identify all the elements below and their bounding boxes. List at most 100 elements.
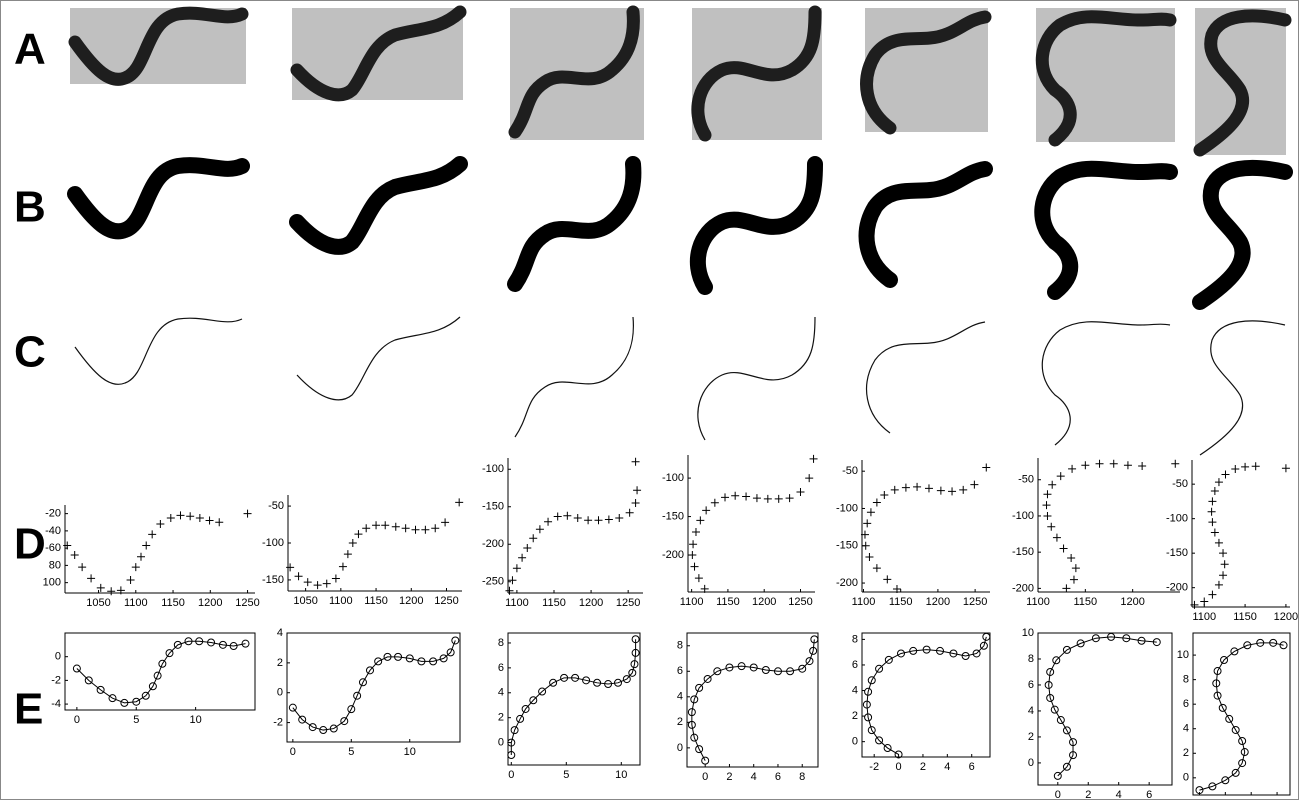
point: [1221, 560, 1229, 568]
point: [764, 495, 772, 503]
point: [339, 563, 347, 571]
y-tick-label: 0: [277, 687, 283, 699]
point: [286, 563, 294, 571]
point: [632, 499, 640, 507]
y-tick-label: -200: [662, 549, 684, 561]
point: [206, 517, 214, 525]
point: [970, 481, 978, 489]
x-tick-label: 1200: [926, 596, 950, 608]
y-tick-label: -150: [1012, 546, 1034, 558]
y-tick-label: -50: [1018, 474, 1034, 486]
line: [77, 641, 246, 703]
y-tick-label: -150: [1166, 547, 1188, 559]
y-tick-label: -150: [262, 574, 284, 586]
point: [344, 550, 352, 558]
point: [867, 508, 875, 516]
point: [1057, 472, 1065, 480]
point: [692, 528, 700, 536]
point: [304, 578, 312, 586]
point: [1208, 591, 1216, 599]
line: [1199, 643, 1283, 790]
point: [902, 484, 910, 492]
point: [880, 491, 888, 499]
x-tick-label: 8: [799, 771, 805, 783]
point: [1138, 462, 1146, 470]
y-tick-label: 10: [1177, 649, 1189, 661]
x-tick-label: 1150: [1233, 611, 1257, 623]
x-tick-label: 1250: [235, 597, 259, 609]
point: [1110, 460, 1118, 468]
y-tick-label: 4: [1183, 723, 1189, 735]
point: [1043, 512, 1051, 520]
y-tick-label: 0: [1183, 772, 1189, 784]
x-tick-label: 5: [348, 746, 354, 758]
point: [702, 506, 710, 514]
point: [1215, 581, 1223, 589]
point: [508, 576, 516, 584]
y-tick-label: -60: [45, 542, 61, 554]
point: [873, 564, 881, 572]
point: [71, 551, 79, 559]
y-tick-label: 100: [43, 577, 61, 589]
point: [863, 519, 871, 527]
y-tick-label: 2: [277, 657, 283, 669]
y-tick-label: 2: [677, 716, 683, 728]
x-tick-label: 0: [74, 714, 80, 726]
y-tick-label: -150: [482, 501, 504, 513]
x-tick-label: 5: [133, 714, 139, 726]
point: [594, 516, 602, 524]
y-tick-label: -50: [268, 500, 284, 512]
point: [626, 509, 634, 517]
point: [314, 581, 322, 589]
point: [505, 587, 513, 595]
point: [691, 563, 699, 571]
point: [1208, 508, 1216, 516]
x-tick-label: 1150: [1074, 596, 1098, 608]
y-tick-label: 0: [677, 742, 683, 754]
y-tick-label: -100: [662, 472, 684, 484]
point: [1124, 461, 1132, 469]
point: [574, 514, 582, 522]
point: [1096, 460, 1104, 468]
point: [1171, 460, 1179, 468]
point: [544, 518, 552, 526]
x-tick-label: 10: [615, 769, 627, 781]
point: [1081, 461, 1089, 469]
point: [354, 530, 362, 538]
y-tick-label: -100: [262, 537, 284, 549]
point: [332, 574, 340, 582]
point: [127, 576, 135, 584]
point: [862, 542, 870, 550]
x-tick-label: 1150: [161, 597, 185, 609]
x-tick-label: 10: [404, 746, 416, 758]
y-tick-label: 6: [1183, 698, 1189, 710]
point: [349, 539, 357, 547]
point: [186, 512, 194, 520]
y-tick-label: -40: [45, 525, 61, 537]
x-tick-label: 0: [1055, 789, 1061, 800]
x-tick-label: 1200: [579, 597, 603, 609]
y-tick-label: 8: [1028, 653, 1034, 665]
x-tick-label: 10: [190, 714, 202, 726]
point: [295, 572, 303, 580]
point: [518, 554, 526, 562]
point: [742, 493, 750, 501]
plot-frame: [287, 633, 460, 742]
point: [696, 516, 704, 524]
y-tick-label: 10: [1022, 627, 1034, 639]
y-tick-label: 2: [1183, 747, 1189, 759]
point: [865, 553, 873, 561]
point: [137, 553, 145, 561]
y-tick-label: 6: [1028, 679, 1034, 691]
row-label: C: [14, 328, 46, 377]
point: [711, 499, 719, 507]
x-tick-label: 0: [896, 761, 902, 773]
x-tick-label: 1250: [963, 596, 987, 608]
y-tick-label: -100: [1166, 513, 1188, 525]
x-tick-label: 1050: [293, 595, 317, 607]
line: [1049, 637, 1157, 776]
point: [441, 518, 449, 526]
y-tick-label: 0: [1028, 757, 1034, 769]
point: [196, 514, 204, 522]
point: [775, 495, 783, 503]
